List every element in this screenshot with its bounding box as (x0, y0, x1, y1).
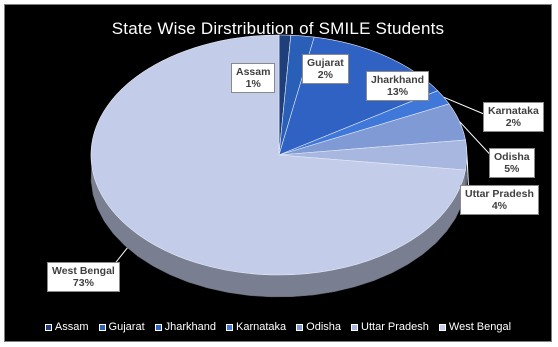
callout-west-bengal: West Bengal 73% (47, 262, 120, 292)
legend-item-gujarat: Gujarat (98, 321, 145, 333)
legend: Assam Gujarat Jharkhand Karnataka Odisha… (5, 321, 551, 333)
legend-swatch (98, 323, 106, 331)
legend-swatch (296, 323, 304, 331)
legend-item-west-bengal: West Bengal (438, 321, 511, 333)
callout-uttar-pradesh: Uttar Pradesh 4% (460, 185, 539, 215)
legend-swatch (44, 323, 52, 331)
pie-slices (90, 34, 468, 276)
legend-swatch (351, 323, 359, 331)
chart-area: State Wise Dirstribution of SMILE Studen… (4, 4, 552, 342)
legend-item-jharkhand: Jharkhand (154, 321, 216, 333)
legend-swatch (226, 323, 233, 331)
callout-assam: Assam 1% (231, 63, 276, 93)
legend-item-karnataka: Karnataka (226, 321, 286, 333)
legend-swatch (154, 323, 162, 331)
callout-jharkhand: Jharkhand 13% (366, 71, 430, 101)
legend-swatch (438, 323, 446, 331)
pie-slice-west-bengal (90, 34, 466, 276)
legend-item-assam: Assam (44, 321, 89, 333)
callout-gujarat: Gujarat 2% (302, 54, 349, 84)
legend-item-odisha: Odisha (296, 321, 341, 333)
callout-karnataka: Karnataka 2% (483, 102, 544, 132)
legend-item-uttar-pradesh: Uttar Pradesh (351, 321, 429, 333)
pie-plot (90, 34, 498, 298)
chart-title: State Wise Dirstribution of SMILE Studen… (111, 19, 445, 38)
callout-odisha: Odisha 5% (489, 148, 535, 178)
